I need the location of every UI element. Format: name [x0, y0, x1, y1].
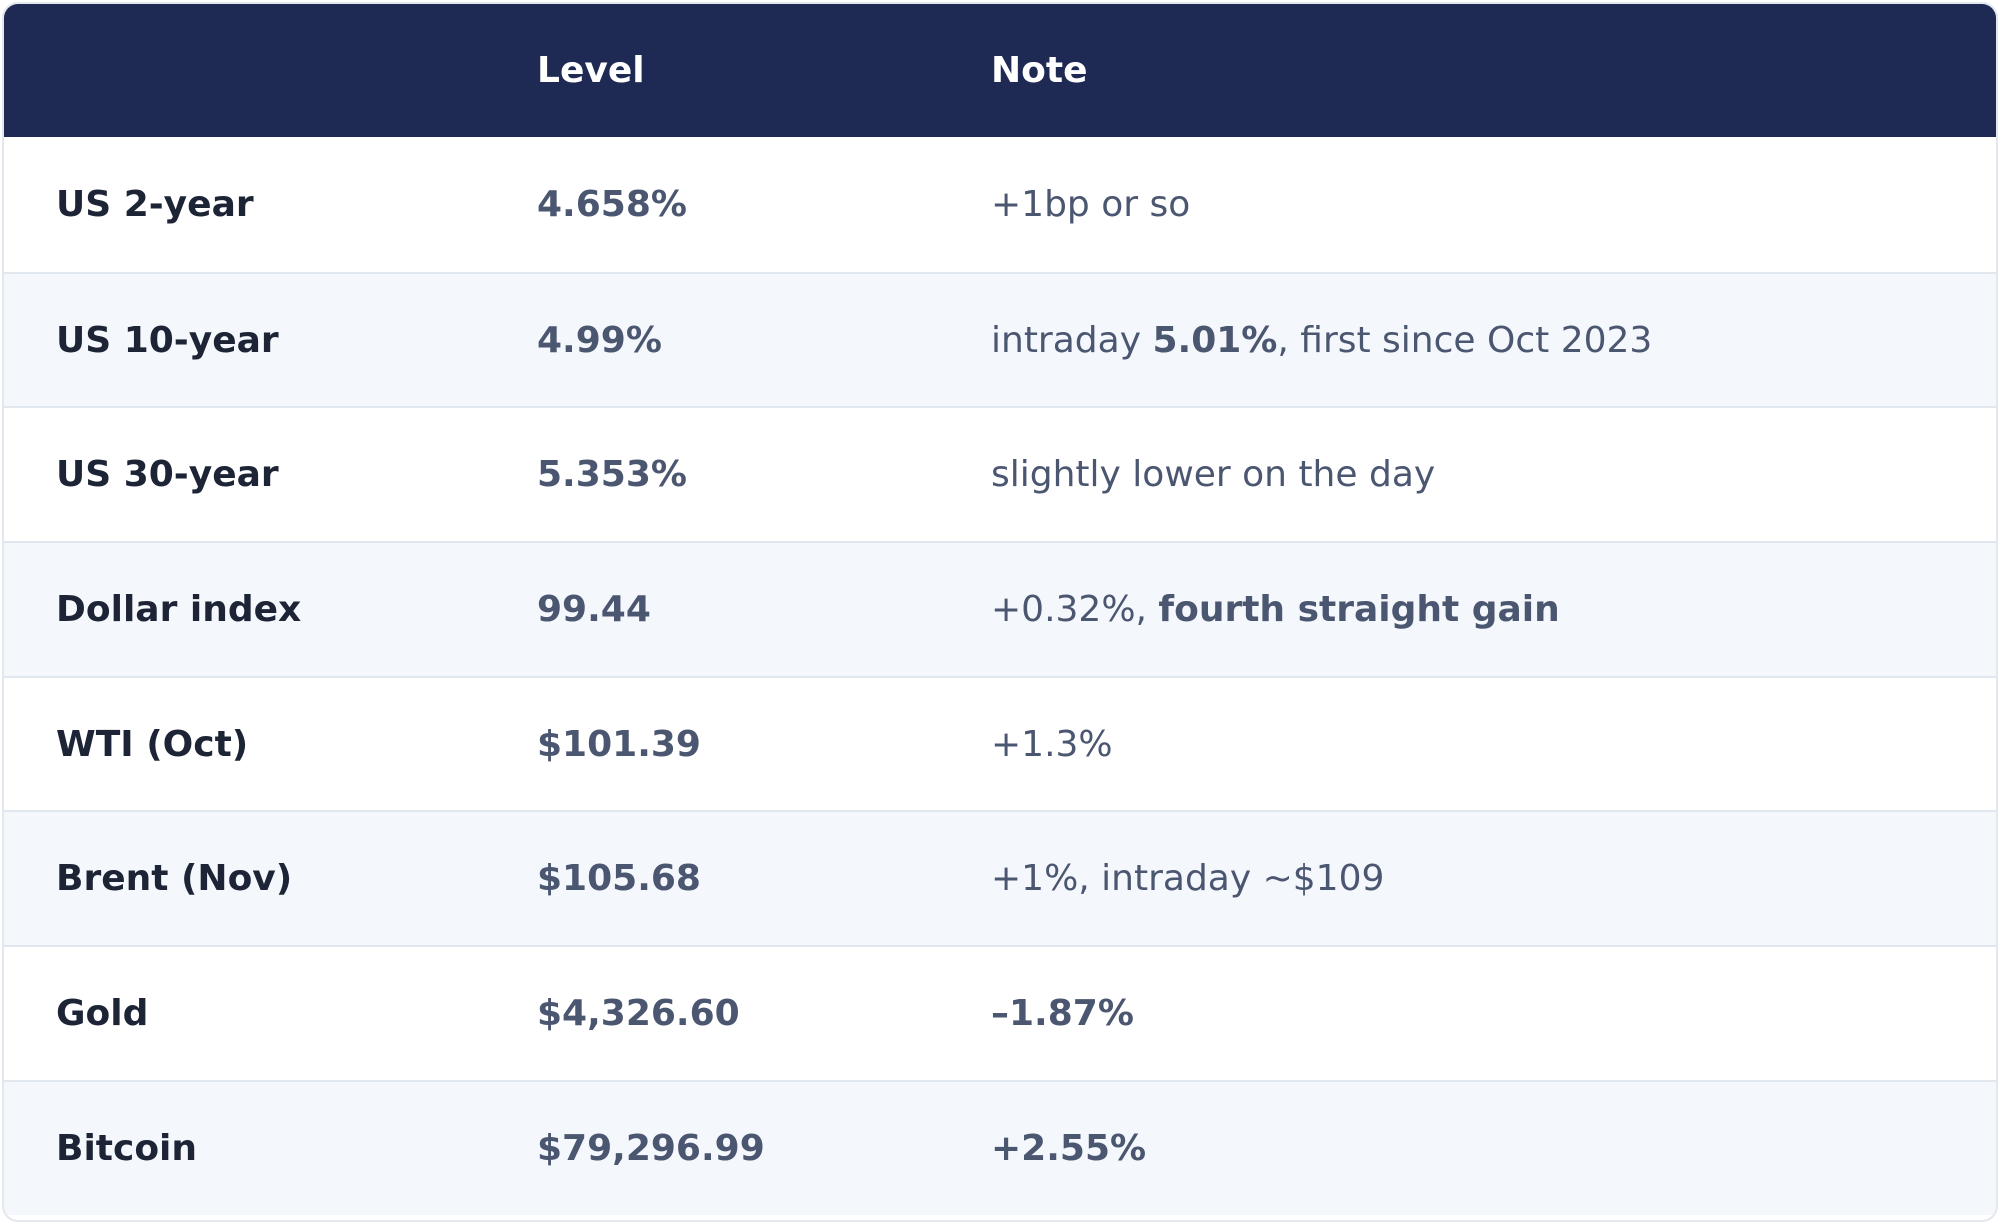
row-name: US 10-year — [56, 319, 279, 361]
note-text-post: , first since Oct 2023 — [1277, 319, 1653, 361]
table-row: US 2-year 4.658% +1bp or so — [4, 137, 1996, 272]
table-row: Dollar index 99.44 +0.32%, fourth straig… — [4, 541, 1996, 676]
table-row: Brent (Nov) $105.68 +1%, intraday ~$109 — [4, 810, 1996, 946]
row-level: $101.39 — [537, 723, 701, 765]
row-level: 5.353% — [537, 454, 687, 496]
header-level: Level — [537, 50, 645, 91]
table-row: US 10-year 4.99% intraday 5.01%, first s… — [4, 271, 1996, 407]
header-note: Note — [991, 50, 1088, 91]
table-body: US 2-year 4.658% +1bp or so US 10-year 4… — [4, 137, 1996, 1215]
note-text: +1.3% — [991, 723, 1113, 765]
row-name: WTI (Oct) — [56, 723, 249, 765]
table-row: Bitcoin $79,296.99 +2.55% — [4, 1079, 1996, 1215]
row-level: $79,296.99 — [537, 1127, 765, 1169]
table-header: Level Note — [4, 4, 1996, 137]
note-text: slightly lower on the day — [991, 454, 1436, 496]
row-name: US 30-year — [56, 454, 279, 496]
table-row: WTI (Oct) $101.39 +1.3% — [4, 675, 1996, 811]
row-level: $4,326.60 — [537, 992, 740, 1034]
row-name: Gold — [56, 992, 149, 1034]
row-note: +2.55% — [991, 1128, 1146, 1169]
note-text: +1bp or so — [991, 183, 1191, 225]
row-note: +1.3% — [991, 724, 1113, 765]
note-bold: fourth straight gain — [1158, 588, 1560, 630]
note-bold: 5.01% — [1152, 319, 1278, 361]
row-level: $105.68 — [537, 858, 701, 900]
note-bold: +2.55% — [991, 1127, 1147, 1169]
note-text: +0.32%, — [991, 588, 1159, 630]
table-row: Gold $4,326.60 –1.87% — [4, 945, 1996, 1080]
row-level: 4.658% — [537, 183, 687, 225]
row-name: US 2-year — [56, 183, 254, 225]
row-name: Bitcoin — [56, 1127, 198, 1169]
row-note: intraday 5.01%, first since Oct 2023 — [991, 320, 1652, 361]
row-note: +0.32%, fourth straight gain — [991, 589, 1560, 630]
note-text: +1%, intraday ~$109 — [991, 858, 1385, 900]
row-note: +1bp or so — [991, 184, 1190, 225]
row-note: +1%, intraday ~$109 — [991, 858, 1384, 899]
row-level: 99.44 — [537, 588, 651, 630]
table-row: US 30-year 5.353% slightly lower on the … — [4, 406, 1996, 542]
row-name: Dollar index — [56, 588, 302, 630]
row-level: 4.99% — [537, 319, 662, 361]
row-note: slightly lower on the day — [991, 454, 1435, 495]
row-note: –1.87% — [991, 993, 1134, 1034]
note-text: intraday — [991, 319, 1153, 361]
note-bold: –1.87% — [991, 992, 1134, 1034]
row-name: Brent (Nov) — [56, 858, 293, 900]
